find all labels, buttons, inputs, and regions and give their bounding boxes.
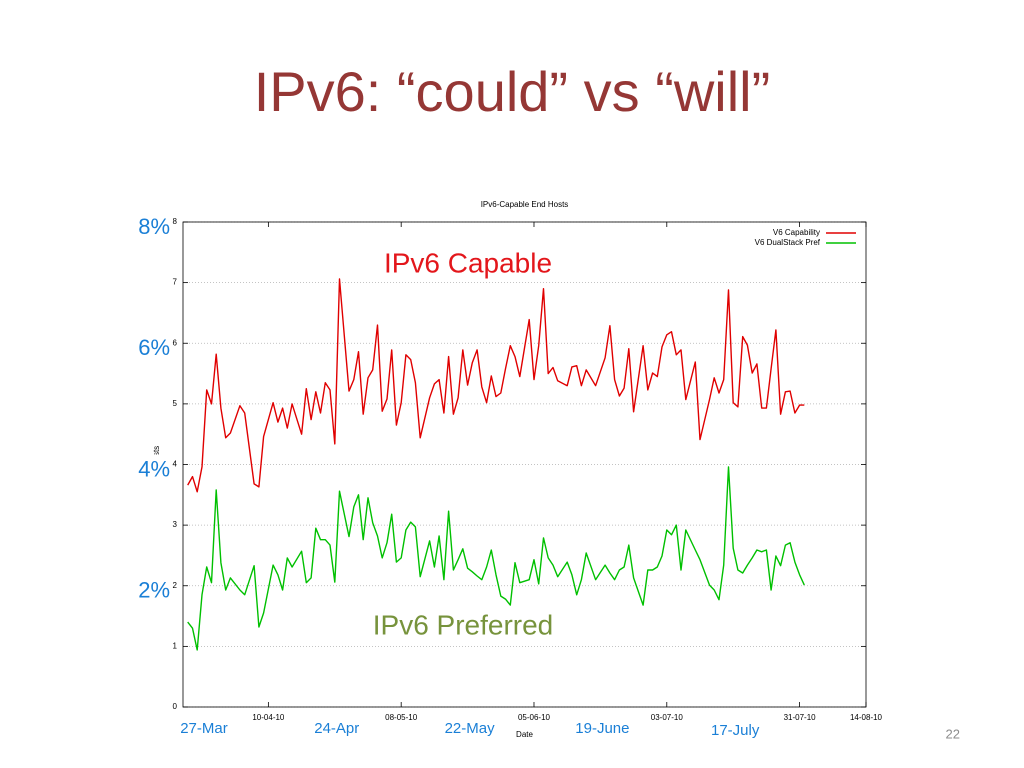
y-tick-label: 6 bbox=[173, 338, 178, 347]
date-label: 17-July bbox=[711, 722, 760, 739]
callout: IPv6 Preferred bbox=[373, 609, 554, 640]
y-tick-label: 1 bbox=[173, 641, 178, 650]
date-label: 24-Apr bbox=[314, 720, 359, 737]
overlay: 8% 6% 4% 2% 27-Mar 24-Apr 22-May 19-June 17-July… bbox=[124, 212, 760, 739]
chart-title: IPv6-Capable End Hosts bbox=[481, 200, 569, 209]
series-line bbox=[187, 278, 805, 493]
x-tick-label: 03-07-10 bbox=[651, 713, 684, 722]
percent-label: 6% bbox=[138, 335, 170, 360]
percent-label: 8% bbox=[138, 214, 170, 239]
label-backing bbox=[124, 575, 172, 608]
x-tick-label: 31-07-10 bbox=[784, 713, 817, 722]
y-tick-label: 8 bbox=[173, 217, 178, 226]
percent-label: 4% bbox=[138, 456, 170, 481]
y-tick-label: 4 bbox=[173, 460, 178, 469]
date-label: 27-Mar bbox=[180, 720, 228, 737]
date-label: 22-May bbox=[445, 720, 496, 737]
x-tick-label: 14-08-10 bbox=[850, 713, 883, 722]
y-tick-label: 2 bbox=[173, 581, 178, 590]
y-tick-label: 0 bbox=[173, 702, 178, 711]
date-label: 19-June bbox=[575, 720, 629, 737]
label-backing bbox=[124, 454, 172, 487]
slide-title: IPv6: “could” vs “will” bbox=[254, 60, 771, 123]
label-backing bbox=[124, 333, 172, 366]
legend-label: V6 DualStack Pref bbox=[755, 238, 821, 247]
plot-frame bbox=[182, 221, 867, 708]
legend-label: V6 Capability bbox=[773, 228, 820, 237]
callout: IPv6 Capable bbox=[384, 247, 552, 278]
page-number: 22 bbox=[946, 726, 960, 741]
label-backing bbox=[124, 212, 172, 244]
x-axis-label: Date bbox=[516, 730, 533, 739]
y-tick-label: 7 bbox=[173, 278, 178, 287]
series-line bbox=[187, 466, 805, 651]
x-tick-label: 08-05-10 bbox=[385, 713, 418, 722]
x-tick-label: 05-06-10 bbox=[518, 713, 551, 722]
percent-label: 2% bbox=[138, 578, 170, 603]
y-tick-label: 5 bbox=[173, 399, 178, 408]
x-tick-label: 10-04-10 bbox=[252, 713, 285, 722]
y-tick-label: 3 bbox=[173, 520, 178, 529]
